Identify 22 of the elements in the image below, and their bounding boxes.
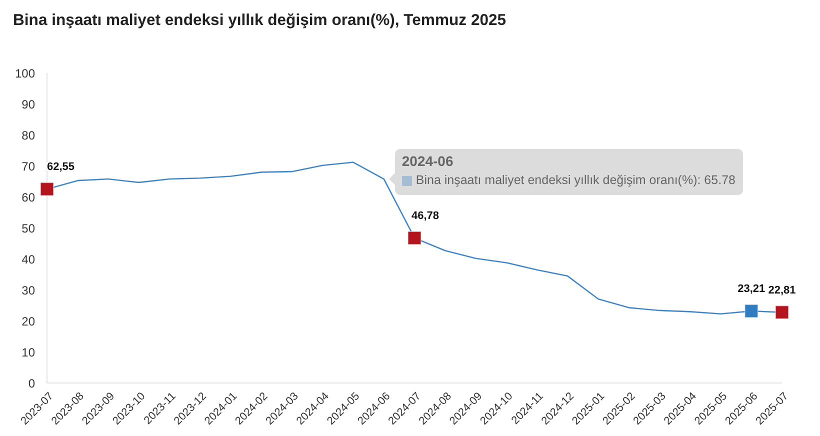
data-label: 23,21: [738, 283, 766, 296]
y-tick-label: 80: [22, 128, 36, 142]
y-tick-label: 40: [22, 252, 36, 266]
y-tick-label: 60: [22, 190, 36, 204]
point: [408, 230, 422, 245]
chart-title: Bina inşaatı maliyet endeksi yıllık değişim oranı(%), Temmuz 2025: [13, 12, 506, 30]
point: [775, 305, 789, 320]
y-tick-label: 20: [22, 314, 36, 328]
data-label: 62,55: [47, 161, 75, 174]
y-tick-label: 10: [22, 345, 36, 360]
y-tick-label: 30: [22, 283, 36, 298]
y-tick-label: 90: [22, 97, 36, 112]
annotation: 2024-06: [402, 152, 454, 172]
point: [744, 304, 758, 318]
y-tick-label: 70: [22, 159, 36, 174]
data-label: 46,78: [412, 210, 440, 222]
y-tick-label: 100: [14, 66, 36, 80]
y-tick-label: 0: [28, 376, 36, 390]
data-label: 22,81: [768, 284, 796, 296]
annotation: Bina inşaatı maliyet endeksi yıllık değişim oranı(%): 65.78: [416, 172, 736, 190]
y-tick-label: 50: [22, 221, 36, 236]
point: [40, 182, 54, 196]
